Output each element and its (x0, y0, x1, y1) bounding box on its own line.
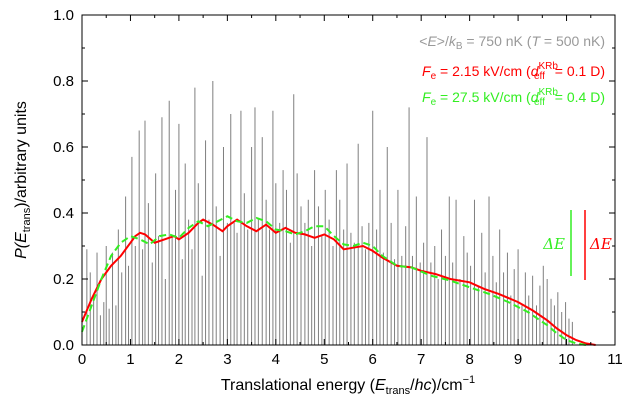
x-tick-label: 0 (78, 351, 86, 368)
x-tick-label: 3 (223, 351, 231, 368)
x-tick-label: 5 (320, 351, 328, 368)
y-tick-label: 0.2 (53, 271, 74, 288)
stick-spectrum (86, 81, 573, 345)
x-axis-label: Translational energy (Etrans/hc)/cm−1 (221, 374, 475, 397)
red-series-line (81, 218, 596, 346)
smoothed-curves (81, 215, 596, 346)
x-tick-label: 11 (607, 351, 623, 368)
y-tick-label: 1.0 (53, 7, 74, 24)
x-tick-label: 9 (514, 351, 522, 368)
x-tick-label: 1 (126, 351, 134, 368)
delta-e-green-label: ΔE (542, 235, 565, 253)
y-tick-label: 0.4 (53, 205, 74, 222)
legend-green: Fe = 27.5 kV/cm (dKRb eff = 0.4 D) (422, 87, 605, 108)
y-tick-label: 0.8 (53, 73, 74, 90)
x-tick-label: 2 (175, 351, 183, 368)
x-tick-label: 7 (417, 351, 425, 368)
legend-red: Fe = 2.15 kV/cm (dKRb eff = 0.1 D) (422, 61, 605, 82)
legend-header: <E>/kB = 750 nK (T = 500 nK) (419, 33, 605, 52)
green-series-line (81, 215, 587, 346)
x-axis-ticks: 0 1 2 3 4 5 6 7 8 9 10 11 (78, 15, 623, 368)
x-tick-label: 6 (369, 351, 377, 368)
y-axis-ticks: 0.0 0.2 0.4 0.6 0.8 1.0 (53, 7, 615, 354)
x-tick-label: 4 (272, 351, 280, 368)
x-tick-label: 10 (558, 351, 575, 368)
x-tick-label: 8 (465, 351, 473, 368)
delta-e-red-label: ΔE (589, 235, 612, 253)
y-tick-label: 0.6 (53, 139, 74, 156)
y-tick-label: 0.0 (53, 337, 74, 354)
y-axis-label: P(Etrans)/arbitrary units (13, 101, 33, 259)
